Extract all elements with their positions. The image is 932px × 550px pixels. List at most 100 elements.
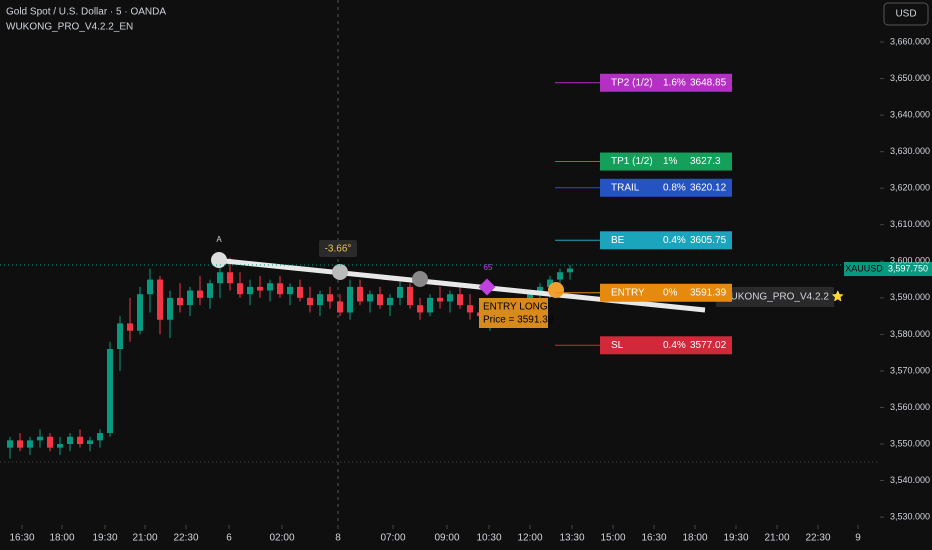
entry-dot [548, 282, 564, 298]
x-tick-label: 8 [335, 533, 341, 544]
y-tick-label: 3,560.000 [890, 402, 930, 412]
candle-body [397, 286, 403, 298]
y-tick-label: 3,540.000 [890, 475, 930, 485]
level-pct: 0.4% [663, 235, 686, 246]
candle-body [57, 444, 63, 448]
candle-body [77, 436, 83, 445]
level-name: TP2 (1/2) [611, 77, 653, 88]
level-tag [600, 283, 732, 302]
x-tick-label: 6 [226, 533, 232, 544]
level-name: TP1 (1/2) [611, 156, 653, 167]
entry-price: Price = 3591.39 [483, 315, 554, 326]
candle-body [447, 294, 453, 302]
x-tick-label: 9 [855, 533, 861, 544]
count-label: 65 [484, 263, 493, 272]
candle-body [37, 436, 43, 441]
level-value: 3605.75 [690, 235, 727, 246]
candle-body [437, 297, 443, 302]
candle-body [157, 279, 163, 320]
signal-diamond [478, 278, 496, 296]
candle-body [147, 279, 153, 295]
candle-body [117, 323, 123, 350]
candle-body [17, 440, 23, 448]
x-tick-label: 15:00 [600, 533, 625, 544]
pivot-dot [211, 252, 227, 268]
candle-body [207, 283, 213, 298]
currency[interactable]: USD [895, 9, 916, 20]
level-name: SL [611, 340, 624, 351]
x-tick-label: 07:00 [380, 533, 405, 544]
pivot-label: A [216, 235, 222, 244]
entry-box [479, 298, 548, 328]
level-pct: 0.8% [663, 182, 686, 193]
y-tick-label: 3,660.000 [890, 36, 930, 46]
y-tick-label: 3,530.000 [890, 511, 930, 521]
y-tick-label: 3,640.000 [890, 109, 930, 119]
y-tick-label: 3,600.000 [890, 256, 930, 266]
x-tick-label: 10:30 [476, 533, 501, 544]
candle-body [187, 290, 193, 306]
pivot-dot [412, 271, 428, 287]
candle-body [7, 440, 13, 448]
level-name: ENTRY [611, 287, 645, 298]
level-pct: 0% [663, 287, 678, 298]
badge-box [716, 287, 834, 307]
candle-body [247, 286, 253, 295]
candle-body [407, 286, 413, 306]
y-tick-label: 3,590.000 [890, 292, 930, 302]
y-tick-label: 3,610.000 [890, 219, 930, 229]
candle-body [427, 297, 433, 313]
candle-body [527, 294, 533, 302]
y-tick-label: 3,630.000 [890, 146, 930, 156]
candle-body [167, 297, 173, 320]
symbol: XAUUSD [845, 263, 883, 273]
candle-body [137, 294, 143, 331]
angle-label: -3.66° [325, 244, 352, 255]
x-tick-label: 21:00 [764, 533, 789, 544]
candle-body [557, 272, 563, 280]
symbol-tag [844, 262, 884, 276]
y-tick-label: 3,580.000 [890, 329, 930, 339]
price-tag [884, 262, 932, 276]
candle-body [417, 305, 423, 313]
candle-body [287, 286, 293, 295]
level-tag [600, 336, 732, 355]
candle-body [277, 283, 283, 295]
candle-body [297, 286, 303, 298]
x-tick-label: 02:00 [269, 533, 294, 544]
candle-body [177, 297, 183, 306]
candle-body [227, 272, 233, 284]
x-tick-label: 12:00 [517, 533, 542, 544]
candle-body [347, 286, 353, 313]
x-tick-label: 19:30 [723, 533, 748, 544]
candle-body [377, 294, 383, 306]
candle-body [197, 290, 203, 298]
currency-button[interactable] [883, 2, 929, 26]
y-tick-label: 3,650.000 [890, 73, 930, 83]
x-tick-label: 18:00 [49, 533, 74, 544]
x-tick-label: 16:30 [641, 533, 666, 544]
y-tick-label: 3,550.000 [890, 438, 930, 448]
candle-body [47, 436, 53, 448]
candle-body [357, 286, 363, 302]
candle-body [87, 440, 93, 445]
last-price: 3,597.750 [888, 263, 928, 273]
candle-body [27, 440, 33, 448]
x-tick-label: 22:30 [173, 533, 198, 544]
x-tick-label: 21:00 [132, 533, 157, 544]
candle-body [217, 272, 223, 284]
level-name: BE [611, 235, 625, 246]
candle-body [337, 301, 343, 313]
candle-body [67, 436, 73, 445]
candle-body [127, 323, 133, 331]
indicator-name: WUKONG_PRO_V4.2.2_EN [6, 22, 133, 33]
entry-title: ENTRY LONG [483, 302, 548, 313]
candle-body [237, 283, 243, 295]
level-value: 3591.39 [690, 287, 727, 298]
candle-body [327, 294, 333, 302]
level-pct: 1.6% [663, 77, 686, 88]
x-tick-label: 16:30 [9, 533, 34, 544]
candle-body [317, 294, 323, 306]
